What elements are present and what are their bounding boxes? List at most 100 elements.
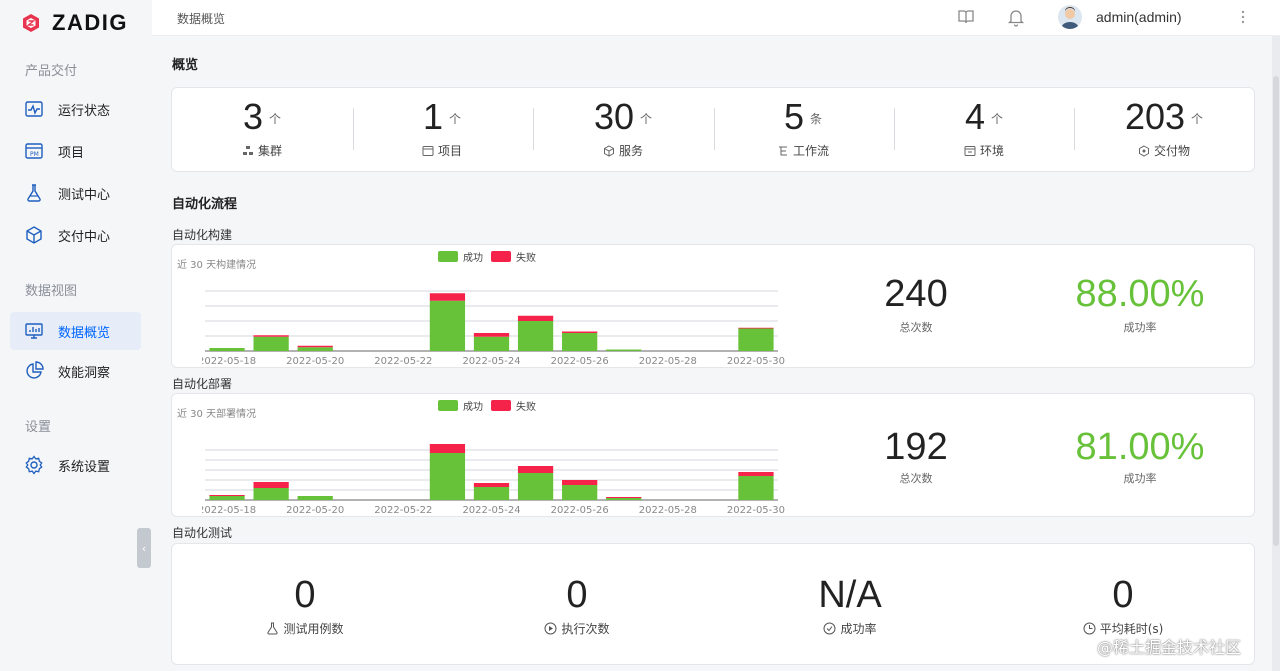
overview-item-service[interactable]: 30 个 服务: [533, 88, 713, 166]
deploy-chart: 10203040502022-05-182022-05-202022-05-22…: [202, 444, 785, 516]
bar-fail[interactable]: [297, 345, 333, 348]
test-value: 0: [1112, 574, 1134, 616]
overview-unit: 个: [991, 112, 1004, 126]
bar-fail[interactable]: [429, 293, 466, 301]
package-icon: [26, 226, 42, 244]
sidebar-item-data-overview[interactable]: 数据概览: [10, 312, 141, 350]
automation-title: 自动化流程: [172, 197, 238, 212]
overview-value: 5: [783, 96, 804, 137]
sidebar-item-label: 项目: [58, 145, 85, 161]
overview-unit: 个: [269, 112, 282, 126]
overview-item-artifact[interactable]: 203 个 交付物: [1074, 88, 1254, 166]
bar-fail[interactable]: [209, 495, 245, 496]
bar-fail[interactable]: [606, 497, 642, 498]
bar-success[interactable]: [606, 349, 642, 352]
sidebar-item-test-center[interactable]: 测试中心: [10, 174, 141, 212]
scrollbar[interactable]: [1272, 36, 1280, 671]
logo-text: ZADIG: [52, 10, 128, 35]
sidebar-item-status[interactable]: 运行状态: [10, 90, 141, 128]
bar-success[interactable]: [562, 333, 598, 351]
collapse-sidebar-button[interactable]: ‹: [137, 528, 151, 568]
overview-value: 1: [422, 96, 443, 137]
bar-success[interactable]: [253, 488, 289, 500]
bar-fail[interactable]: [562, 480, 598, 485]
bar-success[interactable]: [297, 347, 333, 351]
bar-fail[interactable]: [562, 331, 598, 334]
legend-swatch-fail: [491, 251, 511, 262]
test-label: 平均耗时(s): [1099, 622, 1164, 636]
bar-success[interactable]: [517, 321, 554, 351]
book-icon: [958, 10, 974, 24]
bar-success[interactable]: [517, 473, 554, 500]
test-label: 成功率: [840, 622, 877, 636]
gear-icon: [25, 455, 43, 475]
group-label-data-view: 数据视图: [25, 284, 78, 299]
legend-swatch-fail: [491, 400, 511, 411]
legend-fail[interactable]: 失败: [491, 398, 536, 413]
sidebar: ZADIG 产品交付 运行状态 PM 项目 测试中心 交付中心 数据视图 数据概…: [0, 0, 152, 671]
build-rate-label: 成功率: [1123, 321, 1157, 334]
legend-success[interactable]: 成功: [438, 249, 483, 264]
deploy-total-label: 总次数: [899, 472, 933, 485]
scrollbar-thumb[interactable]: [1273, 76, 1279, 546]
user-name[interactable]: admin(admin): [1096, 9, 1182, 25]
test-value: 0: [294, 574, 316, 616]
bar-fail[interactable]: [253, 482, 289, 488]
bar-fail[interactable]: [473, 333, 510, 337]
bar-success[interactable]: [429, 300, 466, 351]
bar-success[interactable]: [738, 328, 774, 352]
bar-success[interactable]: [562, 485, 598, 500]
bar-success[interactable]: [473, 487, 510, 500]
x-tick-label: 2022-05-24: [462, 356, 520, 367]
bar-fail[interactable]: [738, 472, 774, 476]
bar-fail[interactable]: [517, 466, 554, 473]
notifications-button[interactable]: [1006, 7, 1026, 27]
x-tick-label: 2022-05-28: [639, 505, 697, 516]
bar-success[interactable]: [738, 476, 774, 500]
sidebar-item-project[interactable]: PM 项目: [10, 132, 141, 170]
chart-caption: 近 30 天构建情况: [177, 260, 257, 271]
legend-success[interactable]: 成功: [438, 398, 483, 413]
legend-fail[interactable]: 失败: [491, 249, 536, 264]
logo[interactable]: ZADIG: [22, 10, 128, 36]
sidebar-item-insight[interactable]: 效能洞察: [10, 352, 141, 390]
overview-value: 30: [593, 96, 635, 137]
bar-success[interactable]: [209, 348, 245, 351]
check-circle-icon: [823, 622, 836, 635]
bar-success[interactable]: [209, 496, 245, 500]
overview-unit: 个: [449, 112, 462, 126]
sidebar-item-system-settings[interactable]: 系统设置: [10, 446, 141, 484]
overview-label: 工作流: [792, 144, 829, 158]
divider: [714, 108, 715, 150]
x-tick-label: 2022-05-30: [727, 356, 785, 367]
bar-fail[interactable]: [253, 335, 289, 337]
zadig-logo-icon: [23, 14, 39, 32]
bar-fail[interactable]: [429, 444, 466, 453]
avatar[interactable]: [1058, 5, 1082, 29]
bar-success[interactable]: [473, 336, 510, 351]
docs-button[interactable]: [956, 7, 976, 27]
bar-fail[interactable]: [473, 483, 510, 487]
sidebar-item-delivery-center[interactable]: 交付中心: [10, 216, 141, 254]
sidebar-item-label: 数据概览: [58, 325, 111, 341]
legend-label: 失败: [516, 253, 536, 264]
divider: [1074, 108, 1075, 150]
artifact-icon: [1138, 144, 1149, 157]
svg-text:PM: PM: [30, 151, 39, 158]
bar-success[interactable]: [253, 336, 289, 351]
bell-icon: [1007, 10, 1025, 27]
env-icon: [964, 145, 976, 156]
more-menu-button[interactable]: [1238, 7, 1248, 27]
deploy-title: 自动化部署: [172, 377, 233, 391]
bar-success[interactable]: [297, 496, 333, 500]
bar-success[interactable]: [606, 498, 642, 500]
bar-fail[interactable]: [738, 327, 774, 329]
bar-success[interactable]: [429, 453, 466, 500]
x-tick-label: 2022-05-26: [551, 505, 609, 516]
bar-fail[interactable]: [517, 315, 554, 321]
